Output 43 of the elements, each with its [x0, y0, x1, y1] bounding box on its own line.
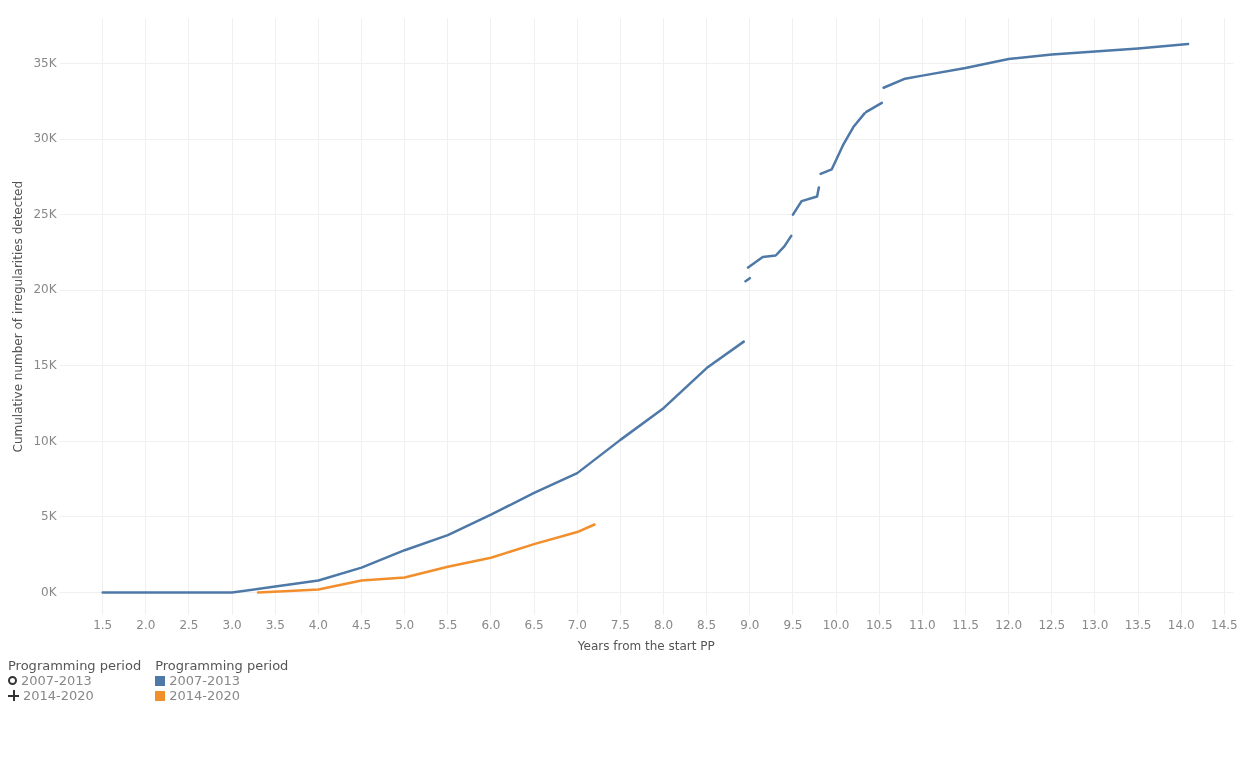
text: 2014-2020	[23, 688, 94, 703]
y-tick-label: 15K	[33, 357, 58, 372]
x-tick-label: 7.0	[567, 617, 587, 632]
y-tick-label: 10K	[33, 433, 58, 448]
legend-label: 2014-2020	[169, 688, 241, 703]
x-tick-label: 7.5	[610, 617, 630, 632]
x-tick-label: 13.5	[1124, 617, 1152, 632]
y-tick-label: 30K	[33, 131, 58, 146]
x-tick-label: 11.5	[952, 617, 979, 632]
x-tick-label: 9.5	[783, 617, 803, 632]
y-tick-label: 0K	[41, 584, 58, 599]
y-tick-label: 35K	[33, 55, 58, 70]
y-tick-label: 5K	[41, 509, 58, 524]
x-tick-label: 2.5	[179, 617, 199, 632]
x-tick-label: 14.5	[1211, 617, 1238, 632]
x-tick-label: 12.5	[1038, 617, 1066, 632]
x-tick-label: 11.0	[909, 617, 936, 632]
x-tick-label: 12.0	[995, 617, 1023, 632]
x-tick-label: 2.0	[136, 617, 156, 632]
x-tick-label: 1.5	[93, 617, 113, 632]
y-tick-label: 25K	[33, 206, 58, 221]
x-tick-label: 5.5	[438, 617, 458, 632]
x-tick-label: 5.0	[395, 617, 415, 632]
x-tick-label: 8.0	[653, 617, 674, 632]
x-tick-label: 6.5	[524, 617, 544, 632]
x-tick-label: 10.5	[865, 617, 893, 632]
x-tick-label: 13.0	[1081, 617, 1109, 632]
x-tick-label: 8.5	[697, 617, 717, 632]
y-tick-label: 20K	[33, 282, 58, 297]
y-axis-title: Cumulative number of irregularities detected	[11, 180, 26, 453]
x-tick-label: 3.0	[222, 617, 242, 632]
x-tick-label: 4.0	[308, 617, 328, 632]
legend-title: Programming period	[8, 658, 142, 673]
x-tick-label: 3.5	[265, 617, 285, 632]
x-tick-label: 14.0	[1167, 617, 1195, 632]
legend-label: 2007-2013	[169, 673, 241, 688]
text: 2007-2013	[21, 673, 92, 688]
x-tick-label: 9.0	[740, 617, 760, 632]
x-axis-title: Years from the start PP	[576, 638, 715, 653]
x-tick-label: 4.5	[351, 617, 372, 632]
x-tick-label: 10.0	[822, 617, 850, 632]
text: Programming period	[155, 658, 289, 673]
x-tick-label: 6.0	[481, 617, 501, 632]
